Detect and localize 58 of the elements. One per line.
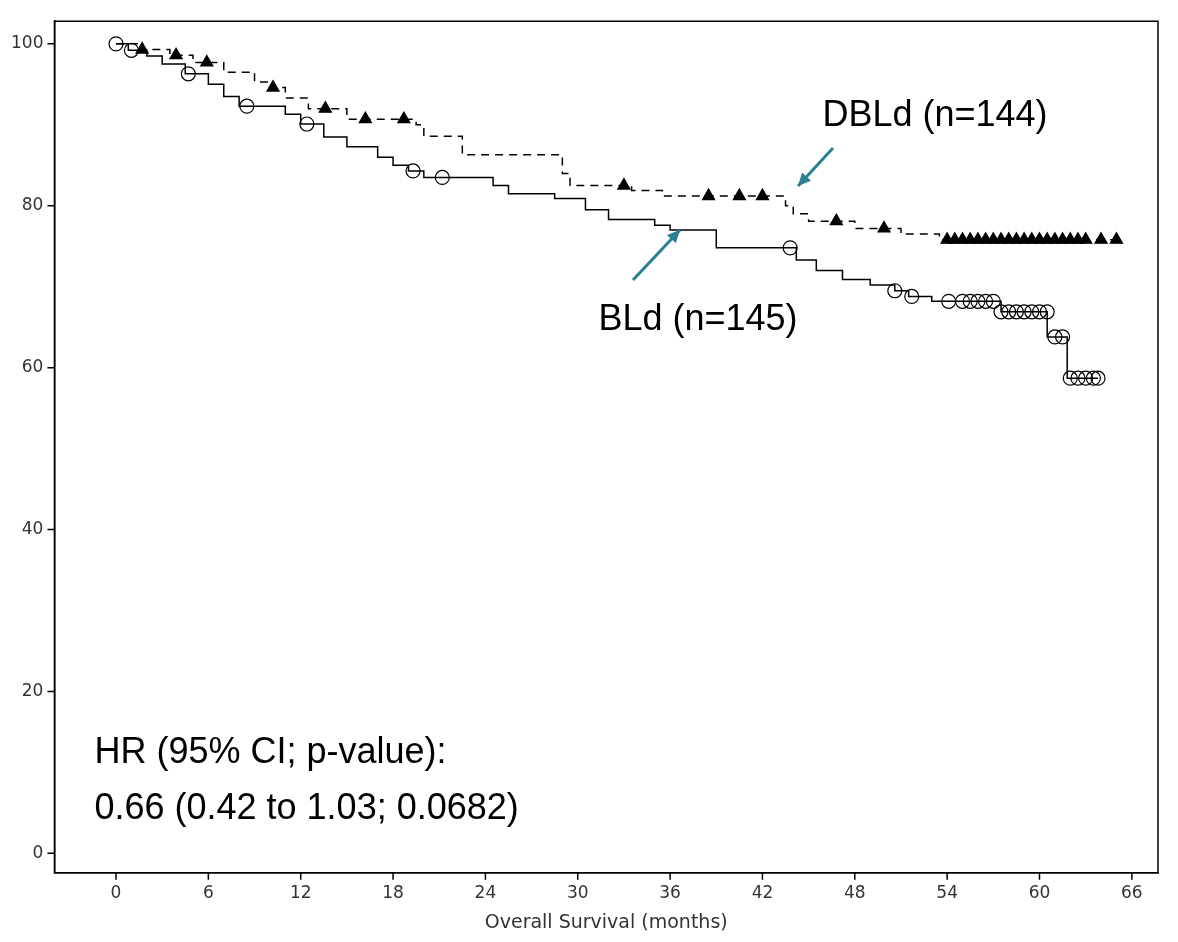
- x-tick-label: 12: [289, 882, 312, 903]
- point: [123, 42, 139, 58]
- point: [1054, 329, 1071, 345]
- point: [1024, 304, 1040, 320]
- annotation: 0.66 (0.42 to 1.03; 0.0682): [94, 785, 519, 827]
- point: [1078, 370, 1094, 386]
- point: [887, 283, 903, 299]
- point: [941, 293, 957, 309]
- point: [978, 293, 994, 309]
- point: [970, 293, 986, 309]
- y-tick-label: 100: [10, 32, 44, 53]
- point: [617, 177, 631, 190]
- point: [962, 293, 978, 309]
- x-tick-label: 54: [936, 882, 958, 903]
- point: [954, 293, 971, 309]
- point: [1070, 370, 1086, 386]
- point: [200, 54, 214, 67]
- annotation: HR (95% CI; p-value):: [94, 729, 447, 771]
- point: [1085, 370, 1101, 386]
- point: [1062, 370, 1078, 386]
- y-tick-label: 80: [21, 194, 44, 215]
- x-tick-label: 6: [202, 882, 214, 903]
- series-label: BLd (n=145): [598, 297, 798, 338]
- x-tick-label: 18: [382, 882, 404, 903]
- point: [782, 240, 798, 256]
- x-tick-label: 60: [1028, 882, 1051, 903]
- point: [318, 101, 332, 113]
- point: [1001, 304, 1017, 320]
- point: [1031, 304, 1048, 320]
- x-tick-label: 48: [843, 882, 866, 903]
- point: [405, 163, 421, 179]
- y-tick-label: 0: [32, 841, 44, 862]
- x-tick-label: 42: [751, 882, 774, 903]
- x-tick-label: 0: [110, 882, 122, 903]
- x-axis-title: Overall Survival (months): [484, 909, 728, 932]
- point: [299, 116, 315, 132]
- x-tick-label: 66: [1121, 882, 1143, 903]
- point: [877, 220, 891, 233]
- text: DBLd (n=144): [822, 93, 1048, 134]
- y-tick-label: 20: [21, 679, 44, 700]
- point: [397, 111, 411, 124]
- x-tick-label: 36: [659, 882, 681, 903]
- point: [1109, 232, 1124, 244]
- point: [1090, 370, 1106, 386]
- point: [985, 293, 1001, 309]
- y-tick-label: 60: [21, 356, 44, 377]
- point: [239, 98, 255, 114]
- point: [993, 304, 1009, 320]
- y-tick-label: 40: [21, 517, 44, 538]
- x-tick-label: 24: [474, 882, 497, 903]
- point: [1047, 329, 1063, 345]
- point: [1039, 304, 1055, 320]
- point: [904, 288, 920, 305]
- point: [434, 169, 450, 186]
- point: [1008, 304, 1024, 320]
- x-tick-label: 30: [566, 882, 589, 903]
- point: [266, 79, 280, 92]
- point: [1016, 304, 1032, 320]
